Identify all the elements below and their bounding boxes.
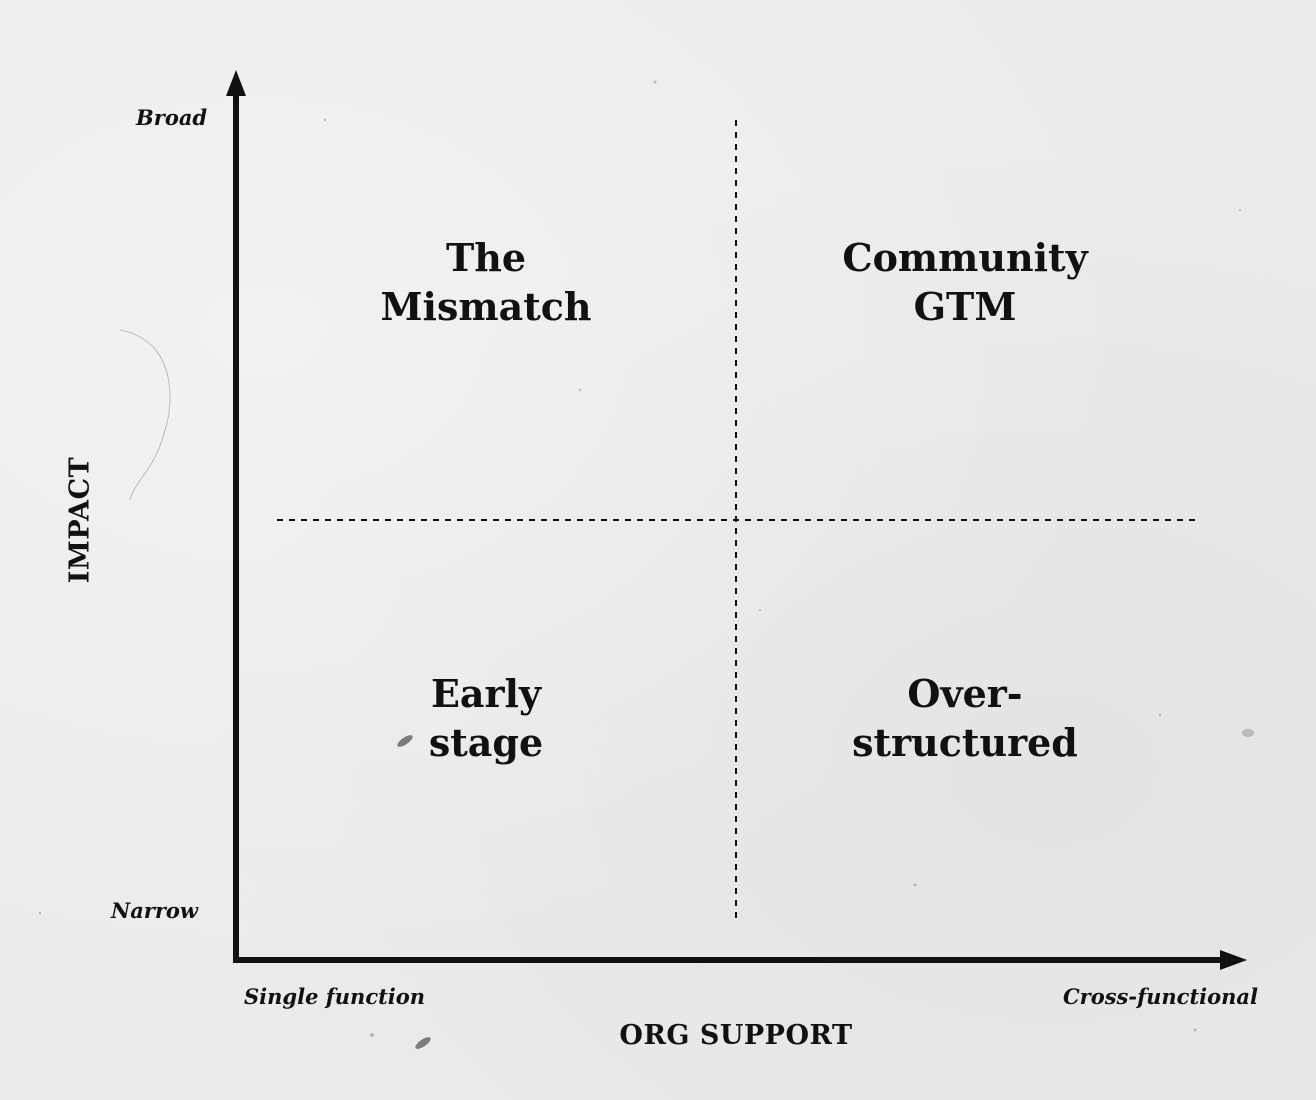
quadrant-bottom-left-line1: Early bbox=[430, 671, 542, 716]
quadrant-bottom-right-line1: Over- bbox=[907, 671, 1023, 716]
quadrant-top-left-line1: The bbox=[445, 235, 527, 280]
quadrant-top-left-label: The Mismatch bbox=[306, 233, 666, 331]
quadrant-top-right-line1: Community bbox=[842, 235, 1088, 280]
paper-texture bbox=[38, 80, 1241, 1037]
quadrant-top-right-line2: GTM bbox=[913, 284, 1017, 329]
quadrant-bottom-right-label: Over- structured bbox=[785, 669, 1145, 767]
x-axis-arrowhead bbox=[1220, 950, 1247, 970]
y-axis-arrowhead bbox=[226, 70, 246, 96]
y-axis-low-label: Narrow bbox=[111, 898, 199, 923]
quadrant-top-right-label: Community GTM bbox=[785, 233, 1145, 331]
x-axis-title: ORG SUPPORT bbox=[619, 1020, 853, 1051]
quadrant-bottom-left-label: Early stage bbox=[306, 669, 666, 767]
quadrant-top-left-line2: Mismatch bbox=[380, 284, 592, 329]
paper-smudges bbox=[397, 729, 1254, 1049]
x-axis-high-label: Cross-functional bbox=[1062, 984, 1258, 1009]
y-axis-title: IMPACT bbox=[64, 456, 96, 584]
quadrant-bottom-right-line2: structured bbox=[852, 720, 1078, 765]
quadrant-bottom-left-line2: stage bbox=[428, 720, 544, 765]
paper-fiber bbox=[119, 329, 171, 501]
y-axis-high-label: Broad bbox=[136, 105, 208, 130]
x-axis-low-label: Single function bbox=[244, 984, 426, 1009]
